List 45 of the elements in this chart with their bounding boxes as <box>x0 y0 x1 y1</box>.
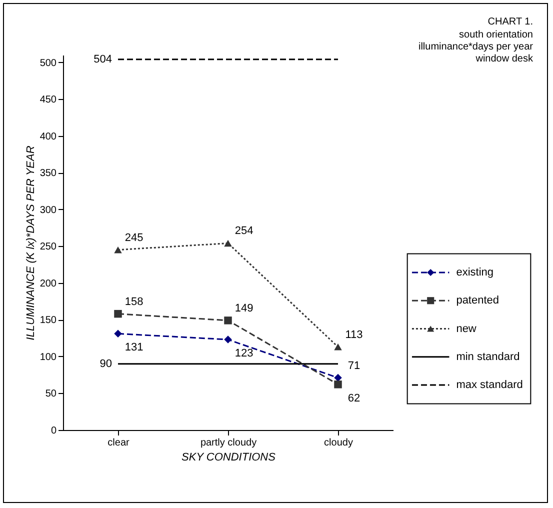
y-tick-label: 150 <box>40 315 57 326</box>
point <box>334 380 342 388</box>
y-tick-label: 350 <box>40 168 57 180</box>
data-label: 254 <box>234 225 254 238</box>
data-label: 62 <box>348 392 360 404</box>
y-tick-label: 250 <box>40 242 57 253</box>
legend-label: new <box>456 322 476 335</box>
text: window desk <box>474 53 534 64</box>
data-label: 158 <box>124 296 144 308</box>
data-label: 149 <box>234 302 254 314</box>
y-tick-label: 100 <box>40 352 57 363</box>
x-axis-title: SKY CONDITIONS <box>182 452 276 464</box>
data-label: 123 <box>234 348 254 360</box>
text: illuminance*days per year <box>418 41 534 52</box>
text: CHART 1. <box>488 16 533 28</box>
legend-label: existing <box>456 266 494 278</box>
point <box>114 246 122 254</box>
y-tick-label: 50 <box>45 388 57 400</box>
point <box>114 330 122 338</box>
data-label: 131 <box>124 342 144 354</box>
y-axis-title: ILLUMINANCE (K lx)*DAYS PER YEAR <box>24 146 37 340</box>
legend-label: max standard <box>456 379 523 391</box>
y-tick-label: 450 <box>40 94 57 106</box>
data-label: 504 <box>94 53 112 66</box>
y-tick-label: 400 <box>40 131 57 142</box>
data-label: 90 <box>100 358 112 370</box>
point <box>334 374 342 382</box>
data-label: 71 <box>348 360 360 372</box>
point <box>334 344 342 350</box>
text: south orientation <box>459 29 533 40</box>
y-tick-label: 500 <box>40 58 57 69</box>
legend-label: patented <box>456 294 500 307</box>
x-tick-label: clear <box>108 438 130 448</box>
data-label: 245 <box>124 232 144 244</box>
data-label: 113 <box>345 328 363 341</box>
y-tick-label: 0 <box>50 426 57 436</box>
point <box>224 336 232 344</box>
point <box>224 316 232 324</box>
point <box>224 240 232 247</box>
y-tick-label: 200 <box>40 278 57 290</box>
x-tick-label: partly cloudy <box>200 438 257 448</box>
x-tick-label: cloudy <box>324 438 353 448</box>
point <box>114 310 122 318</box>
y-tick-label: 300 <box>40 204 57 216</box>
legend-label: min standard <box>456 350 520 363</box>
